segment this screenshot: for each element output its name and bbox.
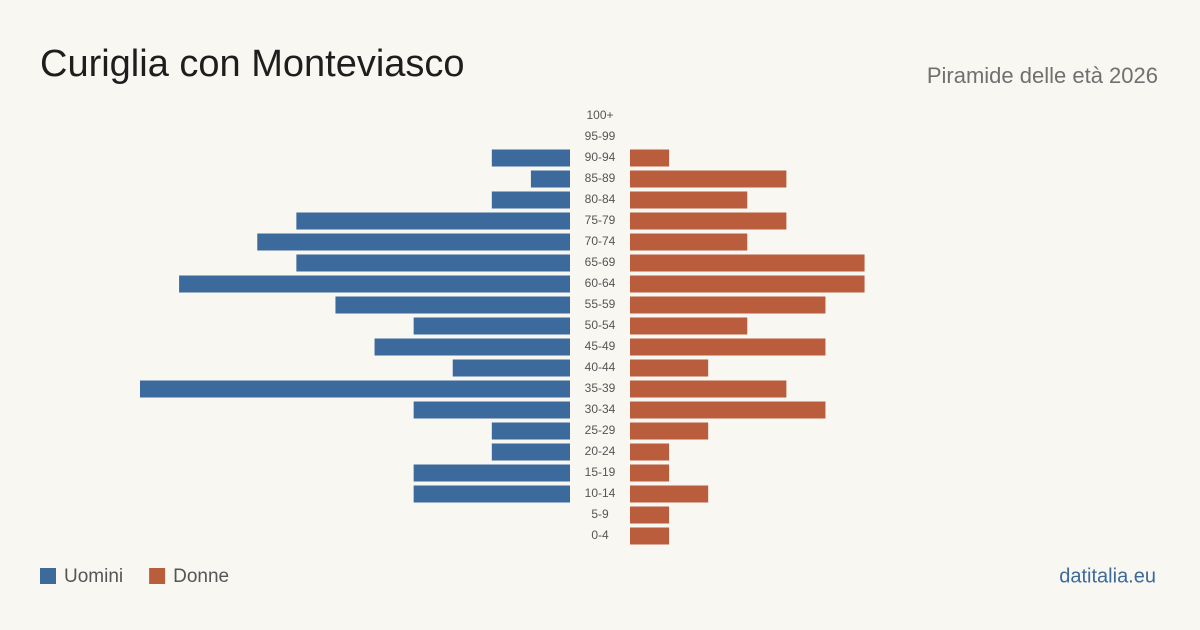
age-label: 65-69 [585,255,616,269]
bar [413,464,570,482]
bar [296,212,570,230]
bar [630,422,709,440]
bar [413,485,570,503]
age-label: 90-94 [585,150,616,164]
bar [630,191,748,209]
bar [413,317,570,335]
bar [630,401,826,419]
bar [630,254,865,272]
bar [491,191,570,209]
bar [630,296,826,314]
age-label: 30-34 [585,402,616,416]
bar [630,233,748,251]
age-label: 45-49 [585,339,616,353]
bar [452,359,570,377]
bar [630,506,670,524]
bar [179,275,570,293]
age-label: 40-44 [585,360,616,374]
bar [630,149,670,167]
bar [630,338,826,356]
age-label: 55-59 [585,297,616,311]
age-label: 80-84 [585,192,616,206]
chart-title: Curiglia con Monteviasco [40,43,465,85]
bar [630,464,670,482]
source: datitalia.eu [1059,565,1156,587]
bar [630,170,787,188]
bar [491,422,570,440]
legend-label: Donne [173,566,229,587]
age-label: 85-89 [585,171,616,185]
bar [491,443,570,461]
age-label: 10-14 [585,486,616,500]
bar [630,359,709,377]
bar [257,233,570,251]
age-label: 20-24 [585,444,616,458]
bar [630,317,748,335]
bar [140,380,570,398]
age-label: 95-99 [585,129,616,143]
legend-swatch [149,568,166,584]
bar [374,338,570,356]
bar [630,275,865,293]
legend-swatch [40,568,56,584]
bar [630,527,670,545]
legend-label: Uomini [64,566,123,587]
age-label: 35-39 [585,381,616,395]
age-label: 50-54 [585,318,616,332]
bar [630,380,787,398]
age-label: 60-64 [585,276,616,290]
bar [296,254,570,272]
age-label: 75-79 [585,213,616,227]
age-label: 15-19 [585,465,616,479]
age-label: 25-29 [585,423,616,437]
bar [630,485,709,503]
bar [530,170,570,188]
age-label: 100+ [586,108,613,122]
age-label: 5-9 [591,507,609,521]
age-label: 0-4 [591,528,609,542]
bar [491,149,570,167]
bar [413,401,570,419]
bar [630,212,787,230]
age-label: 70-74 [585,234,616,248]
bar [630,443,670,461]
bar [335,296,570,314]
chart-subtitle: Piramide delle età 2026 [927,63,1158,88]
